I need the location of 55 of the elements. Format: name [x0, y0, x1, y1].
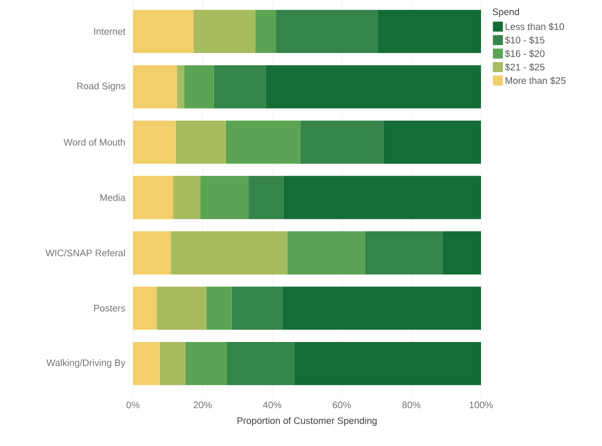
y-tick-label: Posters	[94, 304, 126, 312]
bar	[383, 120, 482, 164]
bar	[133, 176, 174, 220]
bar	[282, 286, 482, 330]
y-tick-label: Internet	[94, 28, 126, 35]
bar	[248, 176, 284, 220]
y-tick-label: WIC/SNAP Referal	[46, 249, 125, 256]
bar	[133, 120, 176, 164]
bar	[287, 231, 365, 274]
bar	[283, 176, 482, 220]
bar	[276, 10, 378, 54]
bar	[173, 176, 201, 220]
bar	[226, 120, 300, 164]
bar	[442, 231, 482, 274]
bar	[214, 65, 266, 108]
bar	[300, 120, 384, 164]
bar	[364, 231, 442, 274]
legend-label: $16 - $20	[504, 50, 544, 58]
y-tick-label: Word of Mouth	[64, 138, 125, 146]
legend-label: More than $25	[506, 76, 566, 84]
x-tick-label: 80%	[402, 402, 421, 408]
bar	[156, 286, 206, 330]
bar	[133, 286, 157, 330]
y-tick-label: Road Signs	[77, 82, 126, 92]
bar	[176, 120, 226, 164]
bar	[133, 10, 194, 54]
bar	[170, 231, 288, 274]
bar	[266, 65, 482, 108]
x-tick-label: 20%	[194, 402, 212, 408]
legend-title: Spend	[492, 8, 519, 18]
bar	[200, 176, 249, 220]
bar	[256, 10, 276, 54]
x-tick-label: 60%	[332, 402, 351, 408]
bar	[184, 65, 214, 108]
bar	[206, 286, 232, 330]
bar	[294, 342, 482, 386]
bar	[378, 10, 482, 54]
x-tick-label: 0%	[126, 402, 140, 408]
bar	[176, 65, 184, 108]
bar	[133, 231, 171, 274]
x-tick-label: 40%	[262, 402, 282, 408]
legend-label: Less than $10	[506, 22, 564, 31]
x-axis-title: Proportion of Customer Spending	[238, 417, 377, 426]
bar	[133, 65, 177, 108]
bar	[226, 342, 294, 386]
bar	[232, 286, 282, 330]
x-tick-label: 100%	[470, 402, 493, 408]
legend-label: $10 - $15	[504, 36, 544, 44]
bar	[133, 342, 160, 386]
legend-label: $21 - $25	[504, 63, 544, 71]
y-tick-label: Walking/Driving By	[46, 359, 126, 368]
bar	[160, 342, 186, 386]
y-tick-label: Media	[100, 194, 126, 201]
bar	[185, 342, 227, 386]
bar	[194, 10, 256, 54]
